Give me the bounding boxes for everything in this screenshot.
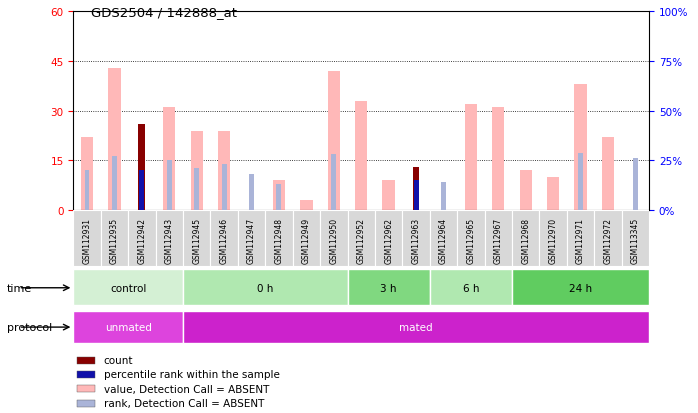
Text: value, Detection Call = ABSENT: value, Detection Call = ABSENT	[103, 384, 269, 394]
Bar	[218, 131, 230, 211]
Text: protocol: protocol	[7, 322, 52, 332]
Text: GSM112968: GSM112968	[521, 217, 530, 263]
Text: rank, Detection Call = ABSENT: rank, Detection Call = ABSENT	[103, 399, 264, 408]
Bar	[332, 155, 336, 211]
Bar	[108, 69, 121, 211]
Text: GSM112935: GSM112935	[110, 217, 119, 263]
Text: GSM112967: GSM112967	[493, 217, 503, 263]
FancyBboxPatch shape	[402, 211, 430, 266]
Bar	[222, 165, 227, 211]
FancyBboxPatch shape	[73, 211, 101, 266]
Bar	[77, 371, 96, 378]
FancyBboxPatch shape	[540, 211, 567, 266]
Bar	[140, 171, 144, 211]
Text: GSM112971: GSM112971	[576, 217, 585, 263]
Text: GSM112946: GSM112946	[220, 217, 229, 263]
Text: mated: mated	[399, 322, 433, 332]
Bar	[194, 169, 199, 211]
FancyBboxPatch shape	[430, 211, 457, 266]
FancyBboxPatch shape	[101, 211, 128, 266]
FancyBboxPatch shape	[594, 211, 622, 266]
Bar	[167, 161, 172, 211]
Bar	[327, 72, 340, 211]
Text: count: count	[103, 356, 133, 366]
FancyBboxPatch shape	[183, 211, 210, 266]
FancyBboxPatch shape	[238, 211, 265, 266]
FancyBboxPatch shape	[292, 211, 320, 266]
Text: unmated: unmated	[105, 322, 151, 332]
Text: control: control	[110, 283, 147, 293]
Bar	[519, 171, 532, 211]
Text: GSM112964: GSM112964	[439, 217, 448, 263]
Bar	[633, 159, 638, 211]
Bar	[77, 385, 96, 392]
FancyBboxPatch shape	[375, 211, 402, 266]
Text: 24 h: 24 h	[569, 283, 592, 293]
Bar	[355, 102, 367, 211]
Text: GSM112948: GSM112948	[274, 217, 283, 263]
Bar	[414, 181, 419, 211]
FancyBboxPatch shape	[183, 311, 649, 343]
Text: GSM112965: GSM112965	[466, 217, 475, 263]
FancyBboxPatch shape	[512, 270, 649, 306]
Bar	[77, 357, 96, 364]
FancyBboxPatch shape	[183, 270, 348, 306]
Text: 6 h: 6 h	[463, 283, 479, 293]
Bar	[138, 125, 145, 211]
FancyBboxPatch shape	[457, 211, 484, 266]
FancyBboxPatch shape	[512, 211, 540, 266]
Text: GSM112949: GSM112949	[302, 217, 311, 263]
FancyBboxPatch shape	[320, 211, 348, 266]
Bar	[413, 168, 419, 211]
Bar	[383, 181, 395, 211]
Text: GSM112945: GSM112945	[192, 217, 201, 263]
Text: GSM112952: GSM112952	[357, 217, 366, 263]
FancyBboxPatch shape	[348, 211, 375, 266]
Bar	[578, 153, 583, 211]
FancyBboxPatch shape	[265, 211, 292, 266]
FancyBboxPatch shape	[348, 270, 430, 306]
Bar	[465, 105, 477, 211]
FancyBboxPatch shape	[622, 211, 649, 266]
Text: 3 h: 3 h	[380, 283, 397, 293]
Bar	[191, 131, 203, 211]
FancyBboxPatch shape	[73, 311, 183, 343]
FancyBboxPatch shape	[430, 270, 512, 306]
Bar	[81, 138, 93, 211]
Text: time: time	[7, 283, 32, 293]
Bar	[602, 138, 614, 211]
Text: 0 h: 0 h	[257, 283, 274, 293]
Bar	[441, 183, 446, 211]
Text: GSM112943: GSM112943	[165, 217, 174, 263]
Bar	[574, 85, 587, 211]
Bar	[112, 157, 117, 211]
Text: GSM112970: GSM112970	[549, 217, 558, 263]
Text: percentile rank within the sample: percentile rank within the sample	[103, 370, 279, 380]
Text: GSM112950: GSM112950	[329, 217, 339, 263]
Bar	[249, 175, 254, 211]
Text: GSM112942: GSM112942	[138, 217, 147, 263]
Bar	[84, 171, 89, 211]
FancyBboxPatch shape	[567, 211, 594, 266]
Text: GSM113345: GSM113345	[631, 217, 640, 263]
FancyBboxPatch shape	[484, 211, 512, 266]
Bar	[273, 181, 285, 211]
Bar	[492, 108, 505, 211]
Text: GSM112972: GSM112972	[604, 217, 613, 263]
Text: GSM112962: GSM112962	[384, 217, 393, 263]
Bar	[300, 201, 313, 211]
Text: GSM112963: GSM112963	[412, 217, 421, 263]
Bar	[276, 185, 281, 211]
FancyBboxPatch shape	[128, 211, 156, 266]
Bar	[77, 399, 96, 407]
FancyBboxPatch shape	[156, 211, 183, 266]
Text: GSM112931: GSM112931	[82, 217, 91, 263]
Text: GSM112947: GSM112947	[247, 217, 256, 263]
FancyBboxPatch shape	[210, 211, 238, 266]
Bar	[547, 178, 559, 211]
FancyBboxPatch shape	[73, 270, 183, 306]
Bar	[163, 108, 175, 211]
Text: GDS2504 / 142888_at: GDS2504 / 142888_at	[91, 6, 237, 19]
